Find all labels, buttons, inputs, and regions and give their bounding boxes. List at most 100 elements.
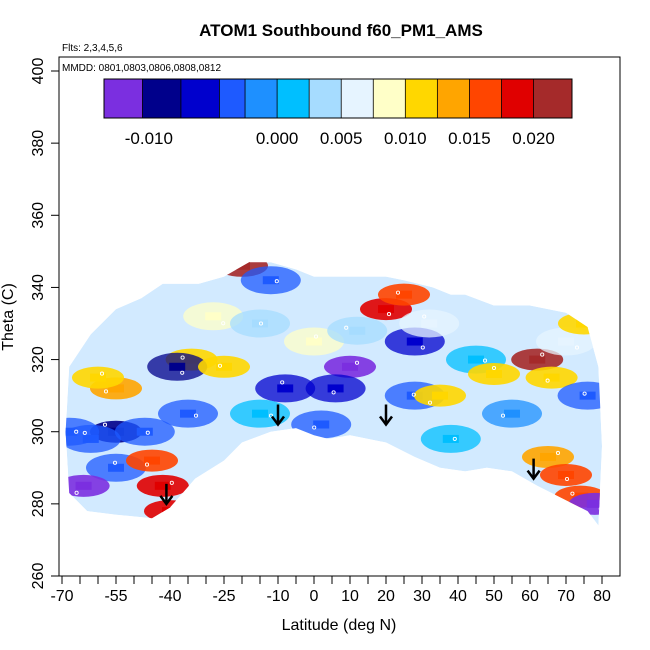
- colorbar-segment: [341, 79, 374, 118]
- track-point: [167, 514, 173, 519]
- chart-title: ATOM1 Southbound f60_PM1_AMS: [199, 21, 483, 40]
- dates-annotation: MMDD: 0801,0803,0806,0808,0812: [62, 63, 221, 74]
- heatmap-cell: [169, 362, 186, 371]
- colorbar-tick-label: 0.020: [512, 129, 555, 148]
- track-point: [145, 430, 150, 435]
- y-tick-label: 340: [30, 274, 47, 301]
- colorbar-frame: [103, 78, 573, 119]
- x-tick-label: 10: [341, 588, 359, 605]
- heatmap-cell: [406, 337, 423, 346]
- heatmap-cell: [252, 319, 268, 328]
- y-tick-label: 400: [30, 58, 47, 85]
- heatmap-cell: [558, 471, 574, 479]
- track-point: [582, 391, 587, 396]
- heatmap-cell: [90, 373, 106, 382]
- track-point: [99, 371, 105, 376]
- track-point: [422, 314, 427, 319]
- colorbar-segment: [405, 79, 438, 118]
- heatmap-cell: [65, 427, 78, 436]
- heatmap-cell: [234, 262, 250, 270]
- track-point: [411, 392, 416, 397]
- heatmap-cell: [586, 499, 603, 508]
- track-point: [427, 400, 433, 405]
- heatmap-cell: [558, 337, 574, 346]
- colorbar-segment: [501, 79, 535, 118]
- arrow-head: [526, 469, 541, 481]
- track-point: [420, 345, 425, 350]
- heatmap-cell: [442, 434, 459, 443]
- heatmap-cell: [144, 456, 160, 465]
- x-axis-label: Latitude (deg N): [282, 617, 397, 634]
- track-point: [217, 363, 223, 368]
- arrow-markers: [159, 404, 541, 506]
- heatmap-cell: [432, 391, 448, 400]
- track-point: [180, 370, 185, 375]
- heatmap-cell: [205, 312, 222, 321]
- track-point: [482, 358, 488, 363]
- track-point: [354, 360, 360, 365]
- colorbar: -0.010 0.000 0.005 0.010 0.015 0.020: [103, 78, 573, 148]
- track-point: [112, 460, 118, 465]
- track-point: [144, 462, 150, 467]
- heatmap-cell: [75, 481, 92, 490]
- heatmap-cell: [277, 384, 294, 393]
- colorbar-segment: [533, 79, 573, 118]
- colorbar-tick-label: -0.010: [125, 129, 173, 148]
- track-point: [221, 321, 226, 326]
- track-point: [570, 491, 575, 496]
- x-tick-label: -70: [50, 588, 73, 605]
- heatmap-cell: [486, 370, 502, 378]
- heatmap-cell: [306, 337, 322, 346]
- colorbar-tick-label: 0.005: [320, 129, 363, 148]
- heatmap-cell: [579, 391, 596, 400]
- track-point: [555, 450, 561, 456]
- track-point: [395, 290, 401, 295]
- track-point: [545, 378, 550, 383]
- y-tick-label: 320: [30, 346, 47, 373]
- colorbar-tick-label: 0.015: [448, 129, 491, 148]
- heatmap-cell: [180, 409, 196, 418]
- x-tick-label: 70: [557, 588, 575, 605]
- track-point: [344, 325, 349, 330]
- colorbar-segment: [104, 79, 143, 118]
- x-tick-label: 50: [485, 588, 503, 605]
- track-point: [583, 320, 589, 325]
- colorbar-segment: [469, 79, 502, 118]
- colorbar-segment: [219, 79, 246, 118]
- x-tick-label: -25: [212, 588, 235, 605]
- colorbar-tick-label: 0.000: [256, 129, 299, 148]
- heatmap-patches: [65, 262, 603, 523]
- track-point: [232, 257, 235, 260]
- heatmap-cell: [313, 420, 330, 429]
- x-tick-label: 0: [310, 588, 319, 605]
- arrow-head: [271, 415, 285, 427]
- track-point: [258, 321, 264, 326]
- track-point: [274, 279, 279, 284]
- y-tick-label: 280: [30, 490, 47, 517]
- heatmap-cell: [396, 290, 412, 299]
- track-point: [180, 355, 185, 360]
- track-point: [193, 413, 199, 418]
- track-point: [268, 413, 274, 418]
- heatmap-cell: [543, 373, 560, 382]
- track-point: [74, 429, 79, 434]
- heatmap-cell: [262, 276, 279, 285]
- colorbar-segment: [373, 79, 406, 118]
- track-point: [82, 430, 87, 435]
- y-tick-label: 300: [30, 418, 47, 445]
- track-point: [331, 390, 336, 395]
- colorbar-segment: [180, 79, 220, 118]
- heatmap-cell: [154, 481, 171, 490]
- heatmap-cell: [504, 409, 520, 418]
- y-axis-label: Theta (C): [0, 283, 17, 351]
- colorbar-segment: [142, 79, 182, 118]
- track-point: [491, 365, 497, 371]
- heatmap-cell: [540, 452, 556, 461]
- colorbar-tick-label: 0.010: [384, 129, 427, 148]
- x-tick-label: 30: [413, 588, 431, 605]
- x-tick-label: 60: [521, 588, 539, 605]
- y-axis: 260 280 300 320 340 360 380 400: [30, 58, 59, 589]
- track-point: [312, 425, 317, 430]
- y-tick-label: 360: [30, 202, 47, 229]
- flights-annotation: Flts: 2,3,4,5,6: [62, 43, 123, 54]
